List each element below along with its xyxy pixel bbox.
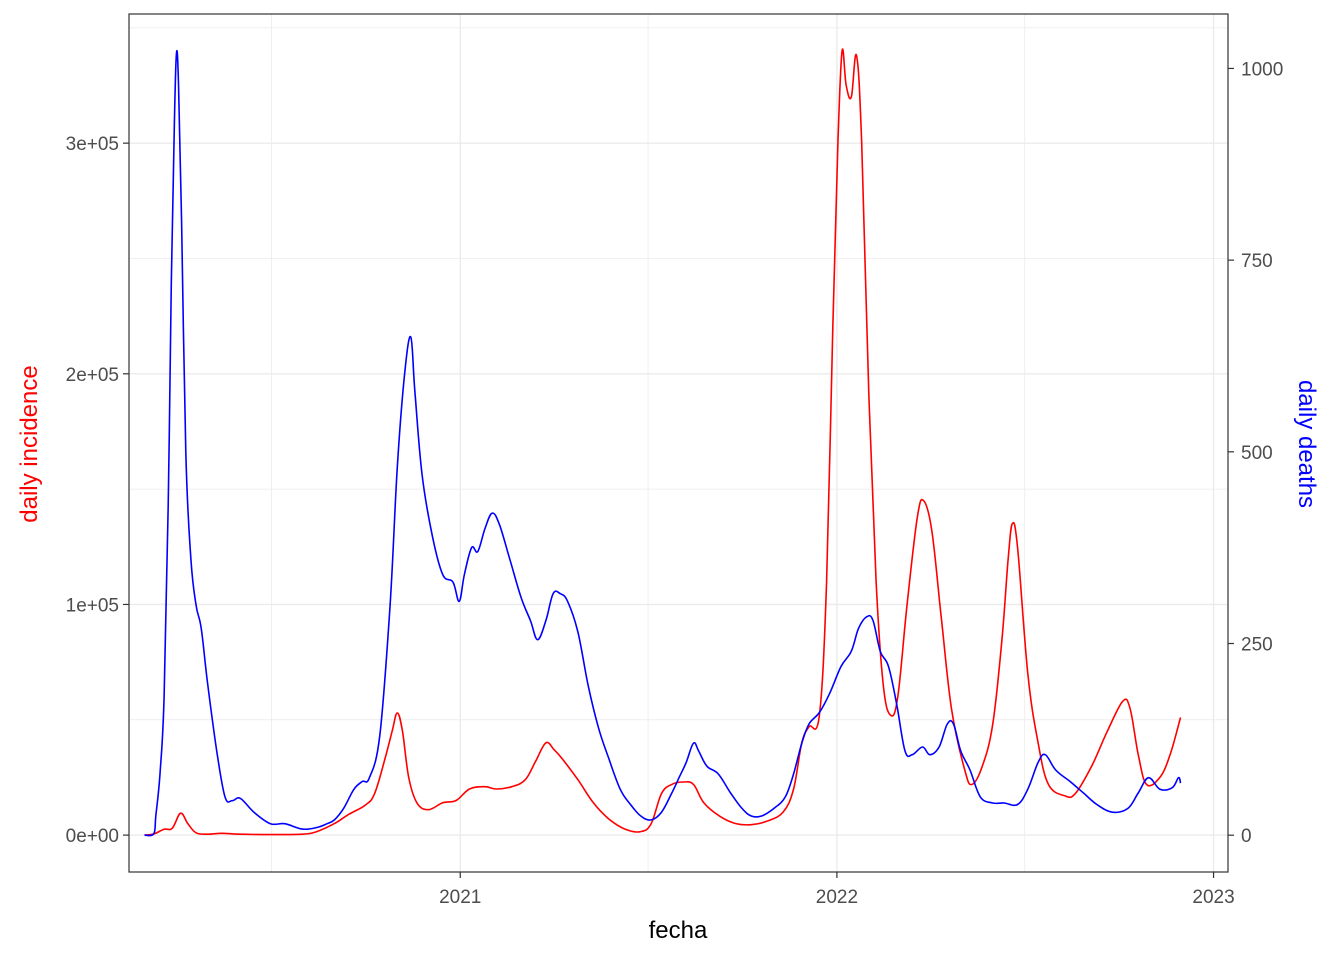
y-axis-right-title: daily deaths (1293, 380, 1320, 508)
panel-border (128, 13, 1229, 873)
y-left-tick-label: 3e+05 (66, 134, 119, 155)
y-right-tick-label: 250 (1241, 635, 1273, 656)
y-left-tick-label: 1e+05 (66, 595, 119, 616)
y-right-tick-label: 1000 (1241, 59, 1283, 80)
x-tick-label: 2023 (1192, 887, 1234, 908)
y-axis-left-title: daily incidence (16, 365, 43, 522)
y-left-tick-label: 0e+00 (66, 826, 119, 847)
y-axis-right: 0 250 500 750 1000 (1228, 59, 1283, 847)
y-left-tick-label: 2e+05 (66, 365, 119, 386)
y-right-tick-label: 0 (1241, 826, 1252, 847)
x-axis-title: fecha (649, 917, 708, 944)
y-axis-left: 0e+00 1e+05 2e+05 3e+05 (66, 134, 129, 847)
series-layer (144, 48, 1182, 837)
series-line-daily-incidence (144, 48, 1182, 836)
x-tick-label: 2022 (816, 887, 858, 908)
series-line-daily-deaths (144, 49, 1182, 837)
grid-minor (129, 14, 1228, 872)
grid-major (129, 14, 1228, 872)
y-right-tick-label: 750 (1241, 251, 1273, 272)
x-axis: 2021 2022 2023 (439, 872, 1235, 908)
x-tick-label: 2021 (439, 887, 481, 908)
y-right-tick-label: 500 (1241, 443, 1273, 464)
